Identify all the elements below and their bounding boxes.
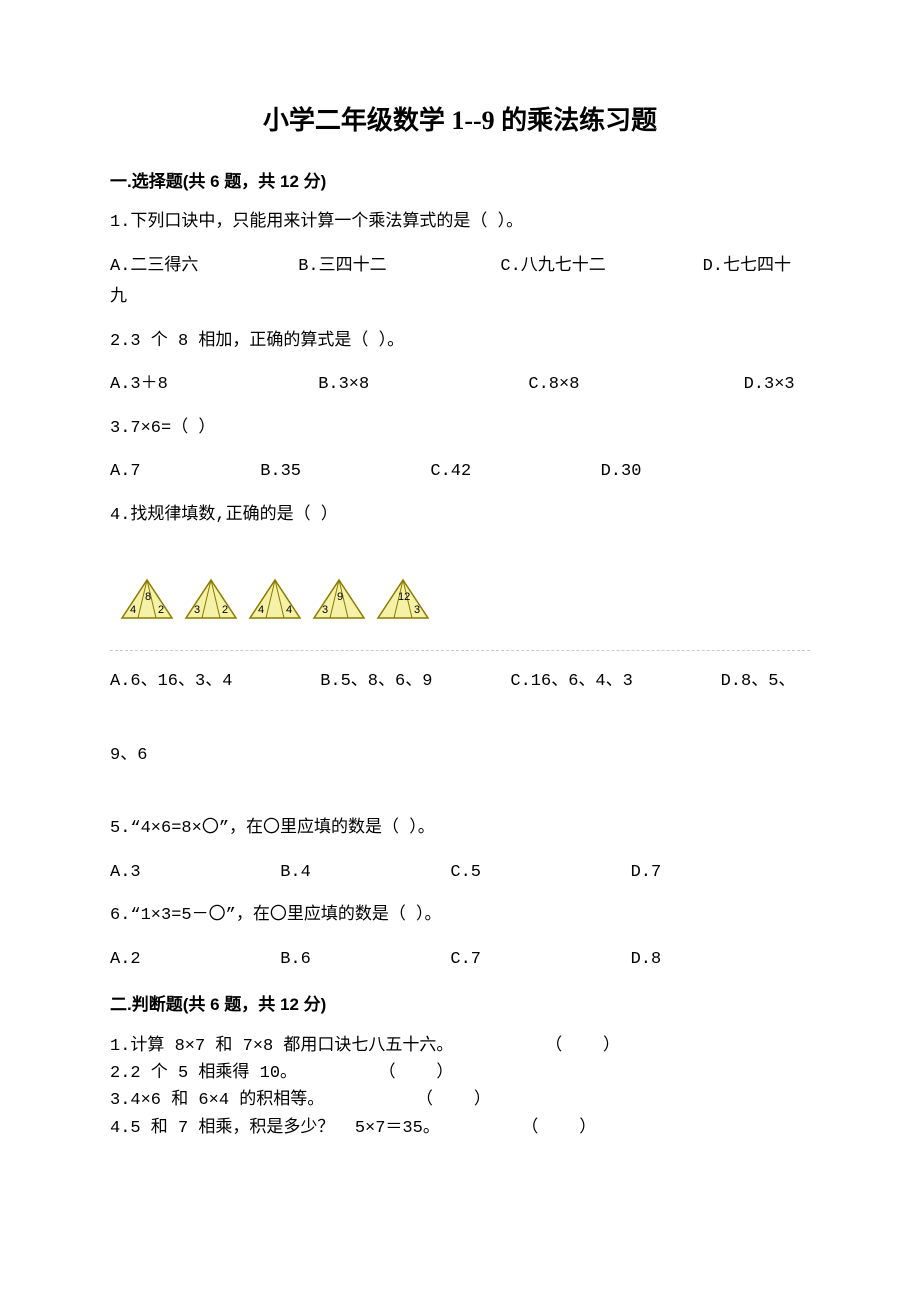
q6-option-a: A.2 bbox=[110, 947, 270, 973]
judge-4: 4.5 和 7 相乘，积是多少？ 5×7＝35。 （ ） bbox=[110, 1115, 810, 1142]
triangle-left-value: 4 bbox=[256, 604, 266, 616]
section2-heading: 二.判断题(共 6 题，共 12 分) bbox=[110, 990, 810, 1015]
q6-text: 6.“1×3=5－〇”，在〇里应填的数是（ ）。 bbox=[110, 903, 810, 929]
q1-text: 1.下列口诀中，只能用来计算一个乘法算式的是（ ）。 bbox=[110, 210, 810, 236]
triangle-left-value: 3 bbox=[320, 604, 330, 616]
q2-option-a: A.3＋8 bbox=[110, 372, 308, 398]
q3-option-d: D.30 bbox=[601, 459, 642, 485]
q5-text: 5.“4×6=8×〇”，在〇里应填的数是（ ）。 bbox=[110, 816, 810, 842]
q2-option-c: C.8×8 bbox=[528, 372, 733, 398]
q4-triangles: 842324493123 bbox=[110, 578, 810, 620]
q2-options: A.3＋8 B.3×8 C.8×8 D.3×3 bbox=[110, 372, 810, 398]
triangle-icon: 44 bbox=[248, 578, 302, 620]
triangle-left-value: 4 bbox=[128, 604, 138, 616]
q4-option-a: A.6、16、3、4 bbox=[110, 669, 310, 695]
triangle-icon: 93 bbox=[312, 578, 366, 620]
q2-option-b: B.3×8 bbox=[318, 372, 518, 398]
q3-option-b: B.35 bbox=[260, 459, 420, 485]
triangle-top-value: 9 bbox=[334, 591, 346, 603]
q4-option-c: C.16、6、4、3 bbox=[510, 669, 710, 695]
judge-2: 2.2 个 5 相乘得 10。 （ ） bbox=[110, 1060, 810, 1087]
q2-option-d: D.3×3 bbox=[744, 372, 795, 398]
q4-text: 4.找规律填数,正确的是（ ） bbox=[110, 503, 810, 529]
triangle-right-value: 2 bbox=[220, 604, 230, 616]
q6-options: A.2 B.6 C.7 D.8 bbox=[110, 947, 810, 973]
q5-option-c: C.5 bbox=[450, 860, 620, 886]
q5-option-a: A.3 bbox=[110, 860, 270, 886]
triangle-right-value: 3 bbox=[412, 604, 422, 616]
q5-options: A.3 B.4 C.5 D.7 bbox=[110, 860, 810, 886]
document-title: 小学二年级数学 1--9 的乘法练习题 bbox=[110, 100, 810, 137]
section1-heading: 一.选择题(共 6 题，共 12 分) bbox=[110, 167, 810, 192]
q4-options: A.6、16、3、4 B.5、8、6、9 C.16、6、4、3 D.8、5、 bbox=[110, 669, 810, 695]
q5-option-d: D.7 bbox=[631, 860, 662, 886]
q3-option-c: C.42 bbox=[430, 459, 590, 485]
q1-option-d: D.七七四十 bbox=[703, 254, 791, 280]
triangle-top-value: 12 bbox=[398, 591, 410, 603]
q5-option-b: B.4 bbox=[280, 860, 440, 886]
q1-option-c: C.八九七十二 bbox=[500, 254, 692, 280]
dashed-divider bbox=[110, 650, 810, 651]
q1-option-b: B.三四十二 bbox=[298, 254, 490, 280]
triangle-right-value: 2 bbox=[156, 604, 166, 616]
q3-options: A.7 B.35 C.42 D.30 bbox=[110, 459, 810, 485]
q4-option-b: B.5、8、6、9 bbox=[320, 669, 500, 695]
triangle-icon: 32 bbox=[184, 578, 238, 620]
triangle-left-value: 3 bbox=[192, 604, 202, 616]
q6-option-c: C.7 bbox=[450, 947, 620, 973]
q4-option-d-wrap: 9、6 bbox=[110, 743, 810, 769]
q1-option-d-wrap: 九 bbox=[110, 285, 810, 311]
q6-option-b: B.6 bbox=[280, 947, 440, 973]
q2-text: 2.3 个 8 相加，正确的算式是（ ）。 bbox=[110, 329, 810, 355]
q6-option-d: D.8 bbox=[631, 947, 662, 973]
triangle-top-value: 8 bbox=[142, 591, 154, 603]
q1-options: A.二三得六 B.三四十二 C.八九七十二 D.七七四十 bbox=[110, 254, 810, 280]
q3-option-a: A.7 bbox=[110, 459, 250, 485]
q3-text: 3.7×6=（ ） bbox=[110, 416, 810, 442]
triangle-icon: 123 bbox=[376, 578, 430, 620]
q1-option-a: A.二三得六 bbox=[110, 254, 288, 280]
triangle-right-value: 4 bbox=[284, 604, 294, 616]
judge-1: 1.计算 8×7 和 7×8 都用口诀七八五十六。 （ ） bbox=[110, 1033, 810, 1060]
page-container: 小学二年级数学 1--9 的乘法练习题 一.选择题(共 6 题，共 12 分) … bbox=[0, 0, 920, 1202]
triangle-icon: 84 2 bbox=[120, 578, 174, 620]
q4-option-d: D.8、5、 bbox=[721, 669, 796, 695]
judge-3: 3.4×6 和 6×4 的积相等。 （ ） bbox=[110, 1087, 810, 1114]
